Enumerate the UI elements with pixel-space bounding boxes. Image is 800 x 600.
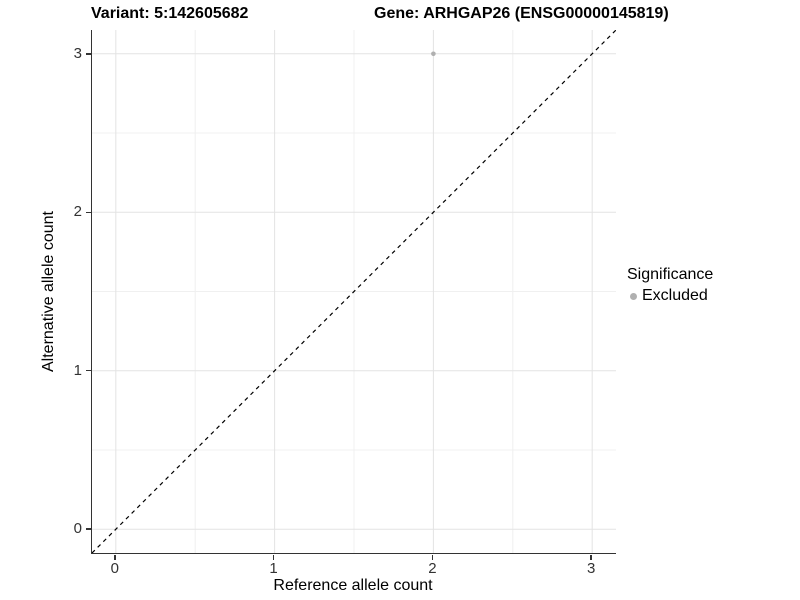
legend-item-label: Excluded xyxy=(642,287,708,304)
x-tick-mark xyxy=(431,554,434,560)
y-tick-mark xyxy=(86,528,91,530)
variant-title: Variant: 5:142605682 xyxy=(91,5,249,22)
y-tick-mark xyxy=(86,369,91,372)
x-tick-label: 2 xyxy=(428,560,437,577)
y-tick-mark xyxy=(86,211,91,213)
x-tick-label: 0 xyxy=(110,560,119,577)
data-point-excluded xyxy=(431,51,436,57)
legend: Significance Excluded xyxy=(627,266,713,305)
x-tick-label: 1 xyxy=(269,560,278,577)
y-tick-label: 0 xyxy=(73,520,82,538)
legend-items: Excluded xyxy=(627,287,713,305)
y-tick-mark xyxy=(86,53,91,55)
x-tick-label: 3 xyxy=(587,560,596,577)
x-axis-title: Reference allele count xyxy=(273,577,433,594)
x-tick-mark xyxy=(114,554,116,560)
legend-title: Significance xyxy=(627,266,714,283)
legend-item-excluded: Excluded xyxy=(627,287,713,305)
y-tick-label: 2 xyxy=(73,203,82,221)
y-axis-title: Alternative allele count xyxy=(40,211,57,372)
x-tick-mark xyxy=(590,554,592,560)
legend-marker-icon xyxy=(630,292,637,300)
plot-panel xyxy=(91,30,616,554)
x-tick-mark xyxy=(272,554,275,560)
y-tick-label: 3 xyxy=(73,44,82,62)
y-tick-label: 1 xyxy=(73,361,82,379)
plot-canvas xyxy=(92,30,616,553)
identity-reference-line xyxy=(92,30,616,553)
gene-title: Gene: ARHGAP26 (ENSG00000145819) xyxy=(374,5,669,22)
